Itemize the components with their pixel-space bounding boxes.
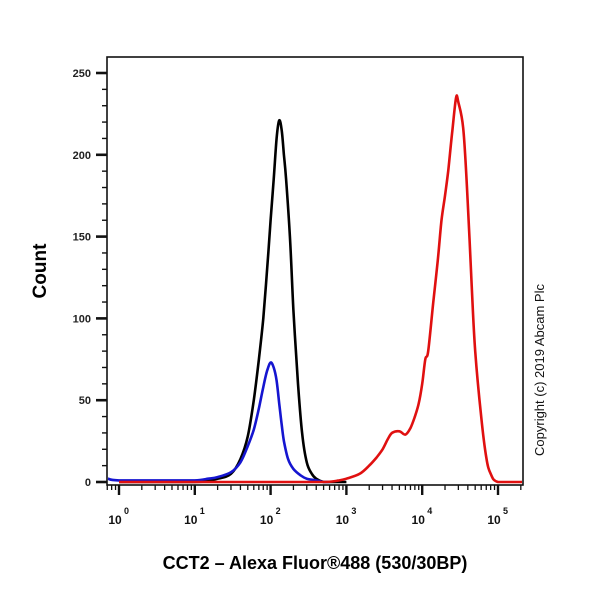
series-blue-curve xyxy=(107,361,330,484)
y-tick-label: 50 xyxy=(79,395,91,407)
plot-area xyxy=(106,56,524,486)
y-tick-label: 150 xyxy=(73,232,91,244)
x-tick-label: 10 xyxy=(487,513,501,527)
y-tick-label: 100 xyxy=(73,313,91,325)
y-tick-label: 0 xyxy=(85,477,91,489)
x-tick-exponent: 3 xyxy=(351,506,356,516)
x-tick-exponent: 4 xyxy=(427,506,432,516)
y-axis-label: Count xyxy=(30,243,51,299)
x-tick-label: 10 xyxy=(184,513,198,527)
y-tick-label: 200 xyxy=(73,150,91,162)
x-tick-exponent: 0 xyxy=(124,506,129,516)
x-tick-exponent: 5 xyxy=(503,506,508,516)
y-axis: 0 50 100 150 200 250 xyxy=(73,68,107,489)
x-tick-label: 10 xyxy=(260,513,274,527)
x-tick-exponent: 2 xyxy=(276,506,281,516)
series-black-curve xyxy=(119,118,347,484)
copyright-annotation: Copyright (c) 2019 Abcam Plc xyxy=(532,284,547,456)
x-axis-label: CCT2 – Alexa Fluor®488 (530/30BP) xyxy=(163,553,468,573)
series-layer xyxy=(107,94,522,484)
x-tick-exponent: 1 xyxy=(200,506,205,516)
x-tick-label: 10 xyxy=(108,513,122,527)
series-red-curve xyxy=(119,94,522,484)
y-tick-label: 250 xyxy=(73,68,91,80)
x-tick-label: 10 xyxy=(412,513,426,527)
x-tick-label: 10 xyxy=(336,513,350,527)
